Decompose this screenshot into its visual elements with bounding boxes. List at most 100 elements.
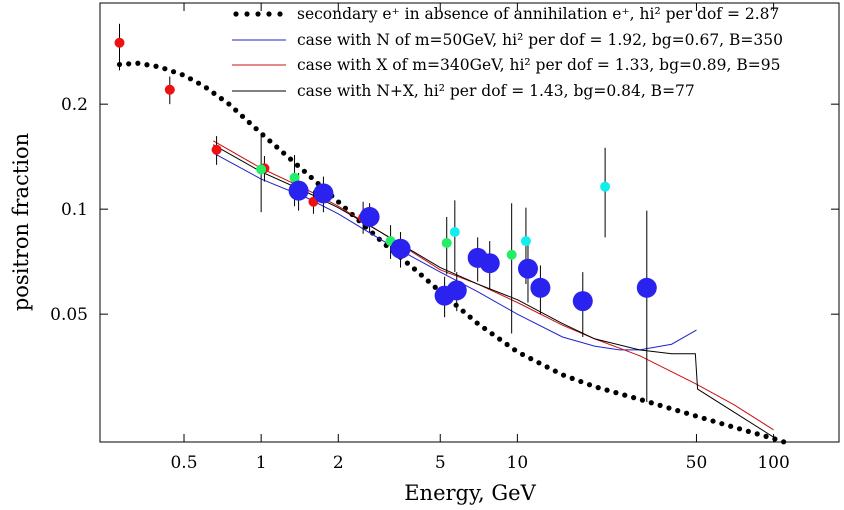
plot-frame xyxy=(99,2,840,443)
red-data-point xyxy=(164,84,175,95)
legend-entry-3: case with N+X, hi² per dof = 1.43, bg=0.… xyxy=(297,82,695,100)
blue-data-point xyxy=(288,180,309,201)
data-points xyxy=(114,23,657,402)
x-tick-label: 10 xyxy=(507,453,529,473)
secondary-curve-dot xyxy=(203,85,210,91)
secondary-curve-dot xyxy=(218,96,224,102)
secondary-curve-dot xyxy=(253,126,259,132)
secondary-curve-dot xyxy=(604,387,610,393)
secondary-curve-dot xyxy=(246,119,252,126)
secondary-curve-dot xyxy=(763,433,769,439)
secondary-curve-dot xyxy=(745,428,751,434)
legend: secondary e⁺ in absence of annihilation … xyxy=(232,5,783,100)
cyan-data-point xyxy=(600,181,611,192)
secondary-curve-dot xyxy=(170,69,177,75)
legend-entry-0: secondary e⁺ in absence of annihilation … xyxy=(297,5,779,23)
secondary-curve-dot xyxy=(153,63,159,69)
secondary-curve-dot xyxy=(683,410,690,416)
x-tick-label: 2 xyxy=(333,453,344,473)
secondary-curve-dot xyxy=(772,436,778,442)
secondary-curve-dot xyxy=(144,62,150,68)
y-tick-label: 0.2 xyxy=(61,95,88,115)
secondary-curve-dot xyxy=(552,368,558,374)
secondary-curve-dot xyxy=(719,421,725,427)
secondary-curve-dot xyxy=(489,331,495,337)
red-data-point xyxy=(114,37,125,48)
secondary-curve-dot xyxy=(701,415,707,422)
secondary-curve-dot xyxy=(511,347,518,353)
secondary-curve-dot xyxy=(308,174,314,181)
secondary-curve-dot xyxy=(432,284,438,290)
secondary-curve-dot xyxy=(460,308,466,314)
secondary-curve-dot xyxy=(404,260,411,266)
legend-entry-1: case with N of m=50GeV, hi² per dof = 1.… xyxy=(297,31,783,49)
secondary-curve-dot xyxy=(631,395,637,401)
blue-data-point xyxy=(479,253,500,274)
legend-dotted-sample xyxy=(266,11,272,17)
x-tick-label: 1 xyxy=(256,453,267,473)
blue-data-point xyxy=(390,238,411,259)
secondary-curve-dot xyxy=(195,80,202,86)
secondary-curve-dot xyxy=(418,272,424,278)
blue-data-point xyxy=(636,277,657,298)
secondary-curve-dot xyxy=(544,364,550,370)
secondary-curve-dot xyxy=(519,351,526,358)
legend-dotted-sample xyxy=(233,11,239,17)
secondary-curve-dot xyxy=(162,66,168,72)
red-data-point xyxy=(211,144,222,155)
legend-dotted-sample xyxy=(277,11,283,17)
cyan-data-point xyxy=(520,236,531,247)
secondary-curve-dot xyxy=(710,418,716,424)
secondary-curve-dot xyxy=(639,397,646,403)
x-tick-label: 50 xyxy=(686,453,708,473)
x-tick-labels: 0.5 1 2 5 10 50 100 xyxy=(170,453,789,473)
secondary-curve-dot xyxy=(736,426,743,432)
y-tick-labels: 0.05 0.1 0.2 xyxy=(50,95,88,325)
blue-data-point xyxy=(572,291,593,312)
secondary-curve-dot xyxy=(267,138,273,144)
secondary-curve-dot xyxy=(211,90,217,96)
secondary-curve-dot xyxy=(622,392,628,398)
blue-data-point xyxy=(313,183,334,204)
secondary-curve-dot xyxy=(578,378,584,385)
secondary-curve-dot xyxy=(233,107,239,113)
secondary-curve-dot xyxy=(226,101,232,107)
y-axis-title: positron fraction xyxy=(9,133,33,311)
model-curves xyxy=(116,60,787,445)
secondary-curve-dot xyxy=(287,156,294,162)
secondary-curve-dot xyxy=(754,431,760,437)
secondary-curve-dot xyxy=(569,375,575,381)
secondary-curve-dot xyxy=(666,405,672,411)
secondary-curve-dot xyxy=(560,372,567,378)
secondary-curve-dot xyxy=(692,413,698,419)
secondary-curve-dot xyxy=(187,76,194,82)
secondary-curve-dot xyxy=(274,144,280,150)
secondary-curve-dot xyxy=(497,336,503,342)
secondary-curve-dot xyxy=(781,439,787,445)
legend-dotted-sample xyxy=(255,11,261,17)
secondary-curve-dot xyxy=(467,314,473,320)
secondary-curve-dot xyxy=(281,150,287,156)
secondary-curve-dot xyxy=(369,230,376,236)
blue-data-point xyxy=(359,206,380,227)
secondary-curve-dot xyxy=(528,356,534,362)
secondary-curve-dot xyxy=(179,72,185,78)
secondary-curve-dot xyxy=(504,341,510,348)
secondary-curve-dot xyxy=(126,61,132,67)
y-tick-label: 0.05 xyxy=(50,305,88,325)
secondary-curve-dot xyxy=(425,278,431,284)
secondary-curve-dot xyxy=(675,408,681,414)
blue-data-point xyxy=(446,280,467,301)
green-data-point xyxy=(289,172,300,183)
secondary-curve-dot xyxy=(411,266,418,272)
secondary-curve-dot xyxy=(536,360,542,366)
green-data-point xyxy=(506,249,517,260)
secondary-curve-dot xyxy=(301,168,307,174)
y-tick-label: 0.1 xyxy=(61,200,88,220)
cyan-data-point xyxy=(449,227,460,238)
blue-data-point xyxy=(530,277,551,298)
secondary-curve-dot xyxy=(294,162,301,168)
secondary-curve-dot xyxy=(135,60,141,66)
x-tick-label: 0.5 xyxy=(170,453,197,473)
